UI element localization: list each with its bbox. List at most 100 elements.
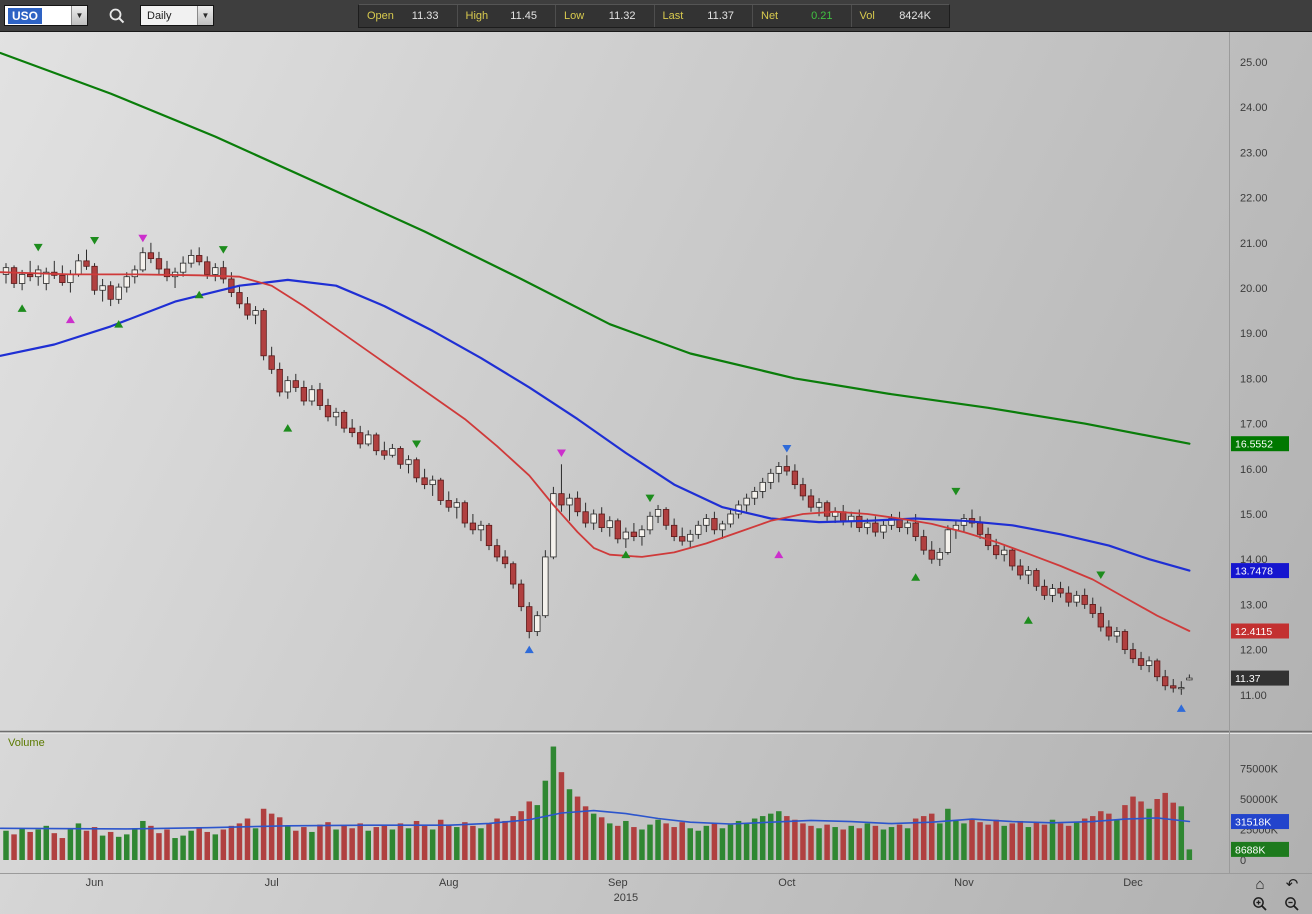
quote-value: 8424K — [899, 10, 931, 22]
candle — [775, 466, 782, 474]
volume-bar — [1065, 825, 1072, 860]
symbol-input[interactable]: USO — [5, 6, 71, 25]
candle — [976, 522, 984, 535]
volume-ma-badge: 31518K — [1231, 814, 1289, 830]
volume-bar — [67, 829, 74, 860]
svg-text:Aug: Aug — [439, 877, 459, 889]
candle — [1065, 592, 1072, 603]
down-triangle-marker — [138, 234, 148, 243]
svg-text:Sep: Sep — [608, 877, 628, 889]
volume-bar — [1057, 823, 1064, 860]
candle — [308, 389, 316, 402]
candle — [783, 466, 790, 472]
candle — [791, 470, 799, 486]
down-triangle-marker — [218, 246, 228, 254]
volume-bar — [204, 831, 210, 860]
quote-value: 11.32 — [608, 10, 636, 22]
svg-text:24.00: 24.00 — [1240, 102, 1268, 114]
quote-label: Net — [761, 10, 779, 22]
candle — [590, 513, 597, 524]
candle — [1033, 570, 1040, 587]
volume-bar — [639, 829, 645, 860]
volume-bar — [510, 816, 516, 860]
price-chart[interactable]: 25.00 24.00 23.00 22.00 21.00 20.00 19.00 18.00… — [0, 32, 1312, 914]
volume-bar — [1130, 796, 1136, 860]
svg-text:75000K: 75000K — [1240, 764, 1279, 776]
candle — [1089, 604, 1096, 614]
volume-bar — [421, 825, 428, 860]
svg-text:50000K: 50000K — [1240, 794, 1279, 806]
candle — [1145, 660, 1153, 666]
volume-bar — [91, 827, 98, 860]
volume-bar — [768, 813, 774, 860]
candle — [131, 269, 138, 278]
up-triangle-marker — [1176, 704, 1186, 712]
volume-bar — [349, 828, 355, 860]
symbol-dropdown-button[interactable]: ▼ — [71, 6, 87, 25]
candle — [928, 549, 935, 560]
back-button[interactable]: ↶ — [1276, 874, 1308, 894]
candle — [630, 531, 638, 537]
zoom-in-button[interactable] — [1244, 894, 1276, 914]
volume-bar — [558, 772, 565, 860]
volume-bar — [309, 831, 315, 860]
candle — [236, 292, 243, 305]
candle — [1154, 660, 1161, 678]
volume-bar — [1122, 805, 1128, 860]
candle — [59, 274, 66, 283]
volume-panel-label: Volume — [8, 737, 45, 749]
volume-bar — [397, 823, 404, 860]
volume-bar — [172, 838, 178, 860]
candle — [1162, 676, 1169, 687]
candle — [815, 502, 823, 508]
candle — [1025, 570, 1032, 576]
svg-text:Oct: Oct — [778, 877, 795, 889]
candle — [196, 255, 203, 263]
candle — [220, 267, 227, 280]
candle — [18, 274, 26, 284]
zoom-out-button[interactable] — [1276, 894, 1308, 914]
quote-field-net: Net 0.21 — [753, 5, 852, 27]
quote-value: 11.45 — [510, 10, 537, 22]
volume-bar — [1146, 808, 1152, 860]
candle — [912, 522, 919, 538]
volume-bar — [413, 820, 420, 860]
interval-dropdown-button[interactable]: ▼ — [197, 6, 213, 25]
candle — [622, 531, 629, 540]
volume-bar — [703, 825, 710, 860]
candle — [67, 274, 74, 283]
candle — [767, 472, 774, 483]
candle — [316, 389, 324, 406]
svg-text:2015: 2015 — [614, 892, 638, 904]
quote-label: Low — [564, 10, 585, 22]
candle — [993, 545, 1000, 556]
down-triangle-marker — [556, 449, 566, 457]
candle — [518, 583, 525, 608]
up-triangle-marker — [283, 424, 293, 432]
volume-bar — [1073, 822, 1080, 860]
volume-bar — [607, 823, 613, 860]
volume-bar — [896, 824, 903, 860]
svg-text:22.00: 22.00 — [1240, 193, 1268, 205]
search-icon — [109, 8, 125, 24]
volume-bar — [357, 823, 363, 860]
volume-bar — [11, 834, 17, 860]
interval-select[interactable]: Daily — [141, 6, 197, 25]
home-button[interactable]: ⌂ — [1244, 874, 1276, 894]
candle — [2, 267, 10, 275]
candle — [91, 265, 98, 291]
chart-toolbar: USO ▼ Daily ▼ Open 11.33 — [0, 0, 1312, 32]
ma-long-line — [0, 51, 1191, 445]
quote-label: Vol — [859, 10, 875, 22]
symbol-text: USO — [8, 7, 43, 24]
candle — [1137, 658, 1145, 666]
back-arrow-icon: ↶ — [1285, 875, 1299, 893]
quote-value: 11.37 — [707, 10, 734, 22]
candle — [654, 509, 662, 517]
volume-bar — [3, 830, 9, 860]
up-triangle-marker — [621, 550, 631, 559]
symbol-search-button[interactable] — [106, 5, 128, 27]
price-axis: 25.00 24.00 23.00 22.00 21.00 20.00 19.00 18.00… — [1240, 57, 1268, 702]
candle — [252, 310, 259, 316]
up-triangle-marker — [774, 550, 784, 559]
